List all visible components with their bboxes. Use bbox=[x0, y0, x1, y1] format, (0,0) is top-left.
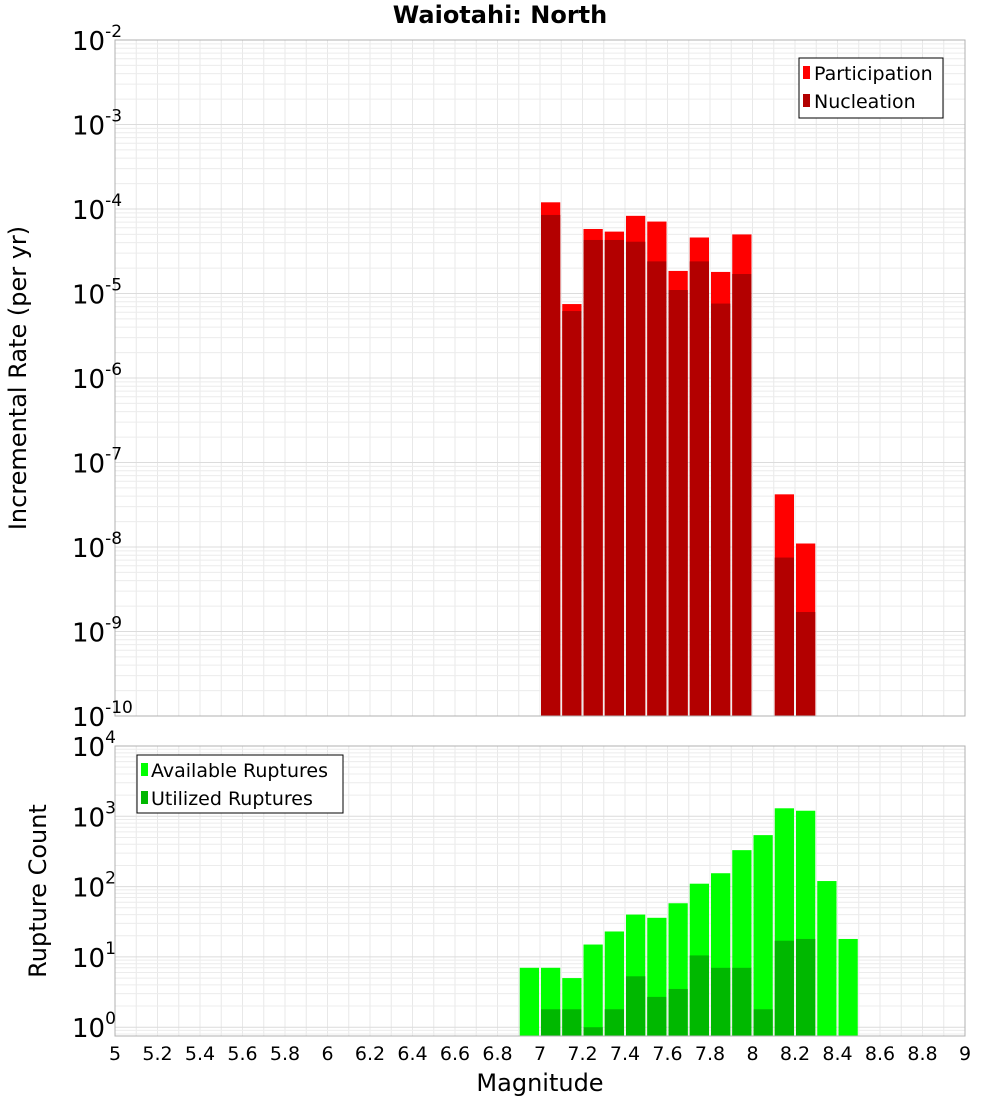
x-tick-label: 7.4 bbox=[610, 1043, 640, 1065]
y-tick-label: 10-6 bbox=[72, 360, 122, 395]
bar-nucleation bbox=[668, 290, 688, 716]
x-tick-label: 6 bbox=[321, 1043, 333, 1065]
bar-utilized-ruptures bbox=[796, 938, 816, 1036]
top-legend: Participation Nucleation bbox=[798, 57, 944, 119]
y-tick-label: 102 bbox=[72, 869, 116, 904]
x-tick-label: 8 bbox=[746, 1043, 758, 1065]
top-y-axis-label: Incremental Rate (per yr) bbox=[4, 226, 32, 530]
y-tick-label: 100 bbox=[72, 1009, 116, 1044]
y-tick-label: 10-3 bbox=[72, 107, 122, 142]
bar-utilized-ruptures bbox=[711, 967, 731, 1036]
bar-available-ruptures bbox=[519, 967, 539, 1036]
bottom-bars bbox=[519, 808, 858, 1036]
bar-nucleation bbox=[626, 241, 646, 716]
top-y-ticks: 10-10 10-9 10-8 10-7 10-6 10-5 10-4 10-3 10-2 bbox=[72, 22, 133, 733]
bar-utilized-ruptures bbox=[626, 976, 646, 1036]
bar-available-ruptures bbox=[583, 944, 603, 1036]
x-tick-label: 7.2 bbox=[567, 1043, 597, 1065]
y-tick-label: 10-10 bbox=[72, 698, 133, 733]
y-tick-label: 10-9 bbox=[72, 614, 122, 649]
bar-utilized-ruptures bbox=[647, 996, 667, 1036]
bar-utilized-ruptures bbox=[562, 1009, 582, 1036]
x-tick-label: 6.2 bbox=[355, 1043, 385, 1065]
bar-utilized-ruptures bbox=[732, 967, 752, 1036]
bar-nucleation bbox=[732, 274, 752, 716]
bar-nucleation bbox=[774, 557, 794, 716]
bar-utilized-ruptures bbox=[583, 1027, 603, 1036]
bar-available-ruptures bbox=[838, 938, 858, 1036]
bottom-x-ticks: 5 5.2 5.4 5.6 5.8 6 6.2 6.4 6.6 6.8 7 7.2 7.4 7.6 7.8 8… bbox=[109, 1043, 971, 1065]
x-tick-label: 7.8 bbox=[695, 1043, 725, 1065]
bottom-legend: Available Ruptures Utilized Ruptures bbox=[136, 754, 344, 814]
y-tick-label: 10-8 bbox=[72, 529, 122, 564]
legend-label-utilized-ruptures: Utilized Ruptures bbox=[151, 788, 313, 810]
x-tick-label: 8.6 bbox=[865, 1043, 895, 1065]
y-tick-label: 10-5 bbox=[72, 276, 122, 311]
x-tick-label: 5.2 bbox=[142, 1043, 172, 1065]
y-tick-label: 103 bbox=[72, 798, 116, 833]
bar-utilized-ruptures bbox=[668, 988, 688, 1036]
bar-available-ruptures bbox=[817, 881, 837, 1036]
legend-swatch-available-ruptures bbox=[141, 763, 148, 776]
legend-label-participation: Participation bbox=[814, 63, 933, 85]
bottom-panel: 100 101 102 103 104 5 5.2 5.4 5.6 5.8 6 6.2 6.4 6.6 6… bbox=[24, 728, 971, 1097]
bottom-legend-box bbox=[136, 754, 344, 814]
y-tick-label: 10-7 bbox=[72, 445, 122, 480]
y-tick-label: 101 bbox=[72, 939, 116, 974]
x-tick-label: 9 bbox=[959, 1043, 971, 1065]
bar-nucleation bbox=[689, 261, 709, 716]
legend-swatch-nucleation bbox=[803, 94, 810, 107]
bottom-y-axis-label: Rupture Count bbox=[24, 804, 52, 978]
x-tick-label: 8.4 bbox=[822, 1043, 852, 1065]
bar-utilized-ruptures bbox=[604, 1009, 624, 1036]
bottom-plot-frame bbox=[114, 745, 966, 1037]
bar-utilized-ruptures bbox=[541, 1009, 561, 1036]
y-tick-label: 104 bbox=[72, 728, 116, 763]
bar-nucleation bbox=[711, 303, 731, 716]
x-axis-label: Magnitude bbox=[476, 1069, 603, 1097]
legend-label-nucleation: Nucleation bbox=[814, 91, 916, 113]
x-tick-label: 6.8 bbox=[482, 1043, 512, 1065]
top-plot-frame bbox=[114, 39, 966, 717]
x-tick-label: 8.8 bbox=[907, 1043, 937, 1065]
top-bars bbox=[541, 202, 816, 717]
top-panel: 10-10 10-9 10-8 10-7 10-6 10-5 10-4 10-3 10-2 In… bbox=[4, 22, 966, 733]
legend-swatch-utilized-ruptures bbox=[141, 791, 148, 804]
legend-label-available-ruptures: Available Ruptures bbox=[151, 760, 328, 782]
x-tick-label: 6.4 bbox=[397, 1043, 427, 1065]
x-tick-label: 8.2 bbox=[780, 1043, 810, 1065]
bar-utilized-ruptures bbox=[689, 955, 709, 1036]
top-legend-box bbox=[798, 57, 944, 119]
top-grid bbox=[114, 39, 966, 717]
bar-nucleation bbox=[562, 311, 582, 716]
bar-utilized-ruptures bbox=[753, 1009, 773, 1036]
bar-nucleation bbox=[604, 239, 624, 716]
x-tick-label: 5.6 bbox=[227, 1043, 257, 1065]
bar-nucleation bbox=[583, 239, 603, 716]
bottom-y-ticks: 100 101 102 103 104 bbox=[72, 728, 116, 1044]
y-tick-label: 10-2 bbox=[72, 22, 122, 57]
x-tick-label: 6.6 bbox=[440, 1043, 470, 1065]
x-tick-label: 5.8 bbox=[270, 1043, 300, 1065]
bar-nucleation bbox=[796, 612, 816, 716]
bar-utilized-ruptures bbox=[774, 940, 794, 1036]
bar-nucleation bbox=[647, 261, 667, 716]
x-tick-label: 7 bbox=[534, 1043, 546, 1065]
legend-swatch-participation bbox=[803, 66, 810, 79]
y-tick-label: 10-4 bbox=[72, 191, 122, 226]
x-tick-label: 7.6 bbox=[652, 1043, 682, 1065]
bar-available-ruptures bbox=[753, 835, 773, 1036]
chart-title: Waiotahi: North bbox=[393, 1, 607, 29]
x-tick-label: 5.4 bbox=[185, 1043, 215, 1065]
x-tick-label: 5 bbox=[109, 1043, 121, 1065]
bar-nucleation bbox=[541, 214, 561, 716]
